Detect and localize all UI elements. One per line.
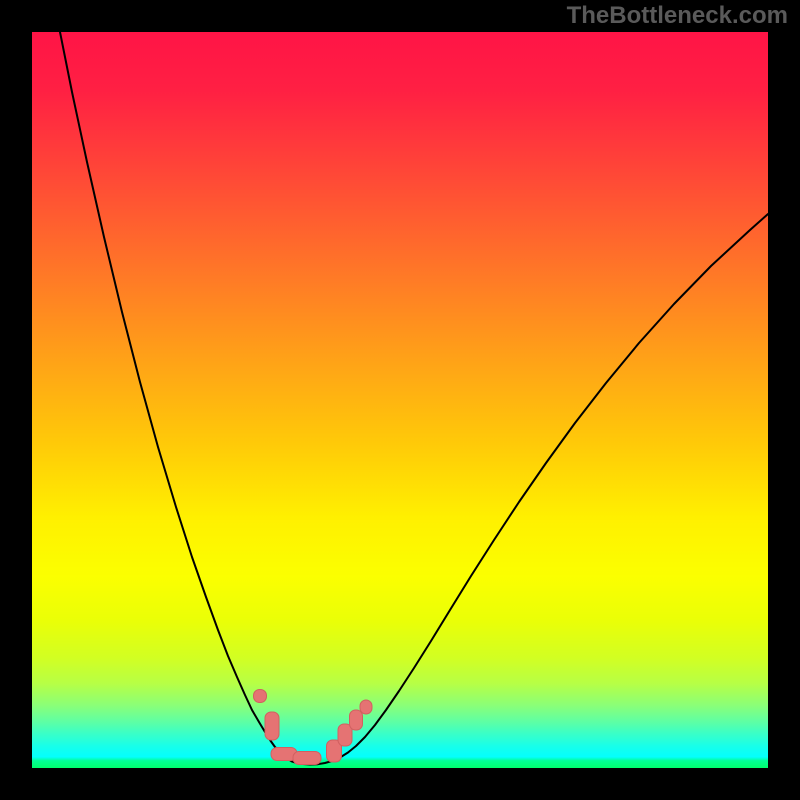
bottleneck-chart: TheBottleneck.com — [0, 0, 800, 800]
watermark-text: TheBottleneck.com — [567, 2, 788, 29]
plot-background — [32, 32, 768, 768]
marker — [360, 700, 372, 714]
marker — [293, 752, 321, 765]
marker — [265, 712, 279, 740]
marker — [350, 710, 363, 730]
marker — [254, 690, 267, 703]
